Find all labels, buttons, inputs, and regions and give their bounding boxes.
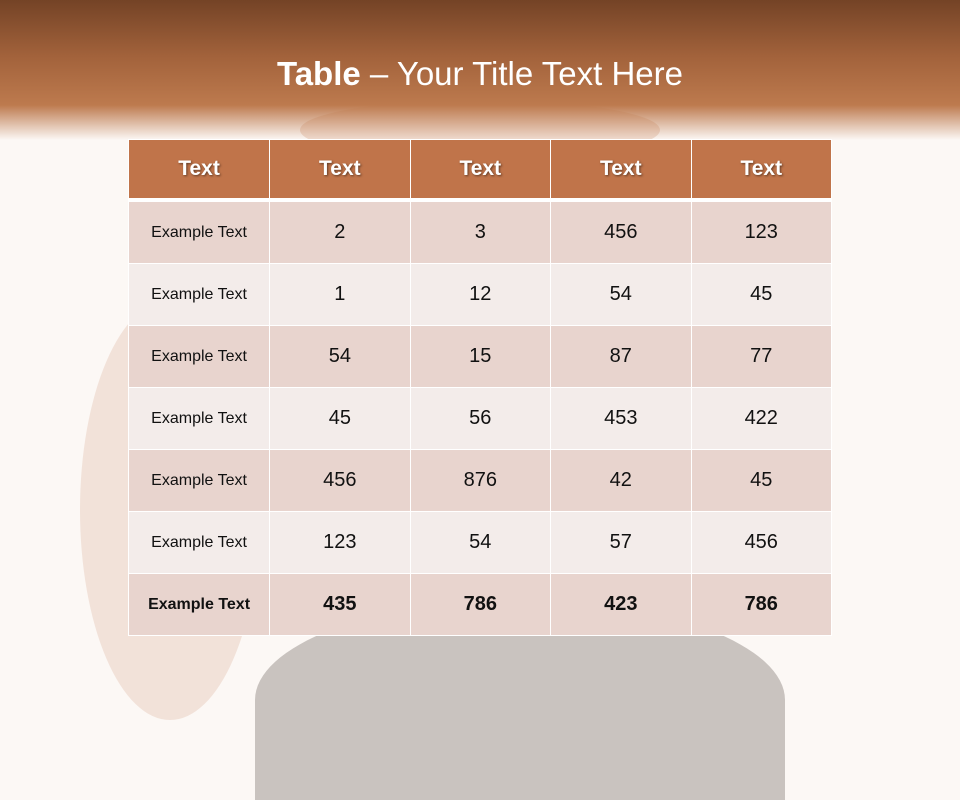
table-cell: 57 <box>550 511 692 574</box>
table-cell: 77 <box>690 325 832 388</box>
table-cell: 456 <box>690 511 832 574</box>
column-header: Text <box>409 139 552 202</box>
table-cell: 12 <box>409 263 552 326</box>
table-cell: 87 <box>550 325 692 388</box>
table-cell: 54 <box>550 263 692 326</box>
row-label: Example Text <box>127 573 271 636</box>
data-table: Text Text Text Text Text Example Text 2 3 456 12… <box>127 139 832 636</box>
table-cell: 786 <box>690 573 832 636</box>
table-cell: 45 <box>690 449 832 512</box>
table-cell: 45 <box>269 387 411 450</box>
table-cell: 45 <box>690 263 832 326</box>
row-label: Example Text <box>127 449 271 512</box>
table-cell: 54 <box>409 511 552 574</box>
table-cell: 1 <box>269 263 411 326</box>
table-row: Example Text 45 56 453 422 <box>127 387 832 450</box>
table-cell: 453 <box>550 387 692 450</box>
table-cell: 54 <box>269 325 411 388</box>
table-cell: 456 <box>269 449 411 512</box>
table-cell: 42 <box>550 449 692 512</box>
table-cell: 123 <box>269 511 411 574</box>
table-row: Example Text 123 54 57 456 <box>127 511 832 574</box>
title-bold: Table <box>277 55 361 92</box>
table-row: Example Text 456 876 42 45 <box>127 449 832 512</box>
column-header: Text <box>690 139 832 202</box>
column-header: Text <box>269 139 411 202</box>
table-cell: 435 <box>269 573 411 636</box>
table-cell: 123 <box>690 199 832 264</box>
slide-title: Table – Your Title Text Here <box>0 55 960 93</box>
row-label: Example Text <box>127 511 271 574</box>
table-cell: 456 <box>550 199 692 264</box>
header-row: Text Text Text Text Text <box>127 139 832 202</box>
row-label: Example Text <box>127 387 271 450</box>
title-banner <box>0 0 960 140</box>
table-row: Example Text 2 3 456 123 <box>127 199 832 264</box>
table-cell: 3 <box>409 199 552 264</box>
table-row: Example Text 1 12 54 45 <box>127 263 832 326</box>
table-cell: 786 <box>409 573 552 636</box>
row-label: Example Text <box>127 263 271 326</box>
column-header: Text <box>127 139 271 202</box>
table-row: Example Text 435 786 423 786 <box>127 573 832 636</box>
table-cell: 15 <box>409 325 552 388</box>
title-rest: – Your Title Text Here <box>360 55 683 92</box>
table-cell: 56 <box>409 387 552 450</box>
row-label: Example Text <box>127 199 271 264</box>
table-cell: 423 <box>550 573 692 636</box>
table-cell: 2 <box>269 199 411 264</box>
table-cell: 422 <box>690 387 832 450</box>
column-header: Text <box>550 139 692 202</box>
table-cell: 876 <box>409 449 552 512</box>
row-label: Example Text <box>127 325 271 388</box>
table-row: Example Text 54 15 87 77 <box>127 325 832 388</box>
